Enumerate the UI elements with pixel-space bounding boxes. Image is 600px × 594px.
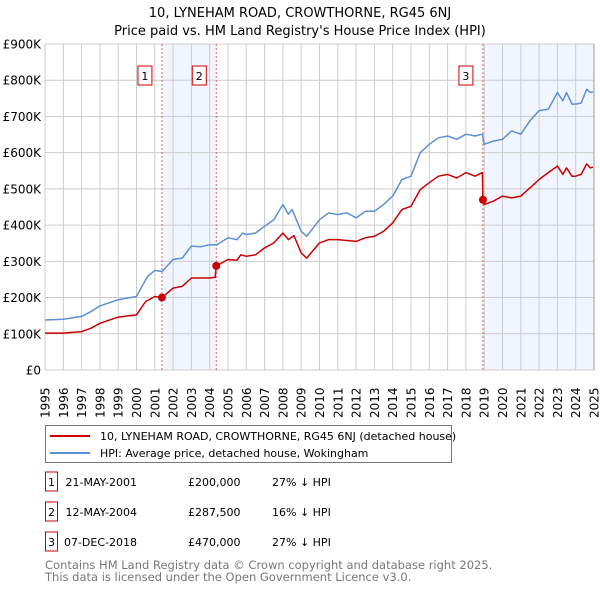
x-tick-label: 2020: [496, 387, 510, 418]
x-tick-label: 1996: [57, 387, 71, 418]
x-tick-label: 2000: [130, 387, 144, 418]
plot-area: £0 £100K £200K £300K £400K £500K £600K £700K £80…: [3, 38, 600, 419]
row-date: 21-MAY-2001: [65, 476, 137, 489]
row-date: 07-DEC-2018: [64, 536, 137, 549]
row-hpi-diff: 16% ↓ HPI: [272, 506, 331, 519]
row-price: £470,000: [188, 536, 241, 549]
x-tick-label: 2021: [514, 387, 528, 418]
x-tick-label: 2005: [222, 387, 236, 418]
row-marker-number: 3: [48, 536, 55, 549]
shaded-period: [483, 44, 594, 370]
x-tick-label: 1997: [75, 387, 89, 418]
chart-subtitle: Price paid vs. HM Land Registry's House …: [114, 24, 486, 39]
x-tick-label: 1998: [93, 387, 107, 418]
legend-item-property: 10, LYNEHAM ROAD, CROWTHORNE, RG45 6NJ (…: [50, 430, 456, 443]
y-tick-label: £400K: [3, 219, 43, 233]
x-tick-label: 2022: [533, 387, 547, 418]
row-marker-number: 2: [48, 506, 55, 519]
y-tick-label: £800K: [3, 74, 43, 88]
sale-label-number: 1: [141, 70, 148, 83]
footer-line-2: This data is licensed under the Open Gov…: [44, 570, 411, 584]
sale-label-number: 3: [462, 70, 469, 83]
y-tick-label: £100K: [3, 327, 43, 341]
x-tick-label: 2003: [185, 387, 199, 418]
sale-point: [212, 262, 220, 270]
x-tick-label: 2012: [350, 387, 364, 418]
legend-label-property: 10, LYNEHAM ROAD, CROWTHORNE, RG45 6NJ (…: [100, 430, 456, 443]
row-marker-number: 1: [48, 476, 55, 489]
y-tick-label: £700K: [3, 110, 43, 124]
y-tick-label: £300K: [3, 255, 43, 269]
table-row: 1 21-MAY-2001 £200,000 27% ↓ HPI: [46, 472, 331, 491]
x-tick-label: 2008: [276, 387, 290, 418]
x-tick-label: 2001: [148, 387, 162, 418]
table-row: 3 07-DEC-2018 £470,000 27% ↓ HPI: [46, 532, 331, 551]
legend: 10, LYNEHAM ROAD, CROWTHORNE, RG45 6NJ (…: [46, 426, 457, 463]
y-tick-label: £500K: [3, 182, 43, 196]
x-tick-label: 2011: [331, 387, 345, 418]
chart-title: 10, LYNEHAM ROAD, CROWTHORNE, RG45 6NJ: [149, 6, 451, 21]
x-tick-label: 2006: [240, 387, 254, 418]
table-row: 2 12-MAY-2004 £287,500 16% ↓ HPI: [46, 502, 331, 521]
x-tick-label: 2024: [569, 387, 583, 418]
x-tick-label: 2023: [551, 387, 565, 418]
x-tick-label: 1995: [39, 387, 53, 418]
sale-point: [158, 294, 166, 302]
row-price: £287,500: [188, 506, 241, 519]
x-tick-label: 2009: [295, 387, 309, 418]
x-tick-label: 2010: [313, 387, 327, 418]
x-tick-label: 2002: [167, 387, 181, 418]
row-hpi-diff: 27% ↓ HPI: [272, 476, 331, 489]
sale-point: [479, 196, 487, 204]
x-tick-label: 2007: [258, 387, 272, 418]
x-tick-label: 2018: [459, 387, 473, 418]
x-tick-label: 2019: [478, 387, 492, 418]
y-tick-label: £200K: [3, 291, 43, 305]
sale-label-number: 2: [196, 70, 203, 83]
x-tick-label: 2004: [203, 387, 217, 418]
sales-table: 1 21-MAY-2001 £200,000 27% ↓ HPI 2 12-MAY-200…: [46, 472, 331, 551]
x-tick-label: 2025: [588, 387, 600, 418]
y-tick-label: £0: [26, 364, 41, 378]
x-tick-label: 2014: [386, 387, 400, 418]
row-price: £200,000: [188, 476, 241, 489]
x-tick-label: 2015: [405, 387, 419, 418]
y-tick-label: £600K: [3, 146, 43, 160]
row-date: 12-MAY-2004: [65, 506, 137, 519]
x-tick-label: 2016: [423, 387, 437, 418]
x-tick-label: 1999: [112, 387, 126, 418]
shaded-period: [162, 44, 216, 370]
x-tick-label: 2017: [441, 387, 455, 418]
x-tick-label: 2013: [368, 387, 382, 418]
row-hpi-diff: 27% ↓ HPI: [272, 536, 331, 549]
legend-label-hpi: HPI: Average price, detached house, Woki…: [100, 447, 368, 460]
y-tick-label: £900K: [3, 38, 43, 52]
